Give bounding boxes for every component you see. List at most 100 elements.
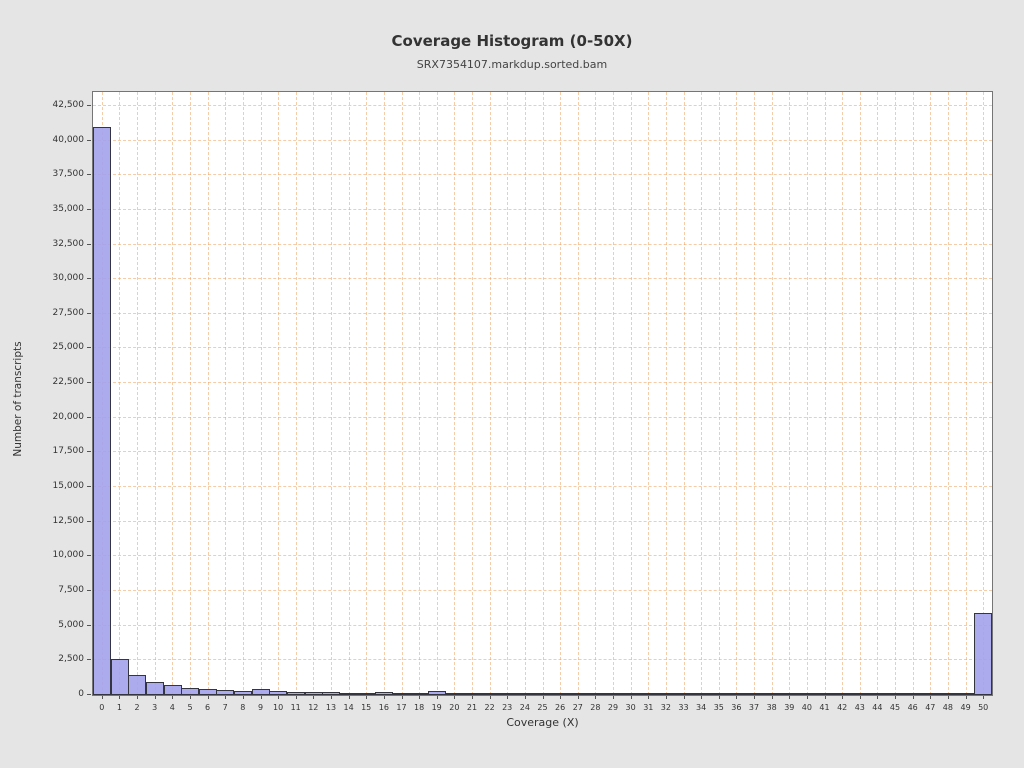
x-tick-label: 8 [240, 703, 246, 712]
x-tick-mark [172, 696, 174, 699]
gridline-vertical [489, 92, 491, 695]
x-tick-label: 43 [854, 703, 865, 712]
gridline-vertical [789, 92, 791, 695]
x-axis-label: Coverage (X) [506, 716, 579, 729]
y-tick-label: 40,000 [52, 134, 85, 145]
y-tick-mark [87, 208, 91, 210]
x-tick-label: 37 [748, 703, 760, 712]
histogram-bar [621, 692, 640, 695]
gridline-vertical [313, 92, 315, 695]
histogram-bar [604, 692, 623, 695]
y-tick-label: 15,000 [52, 481, 85, 492]
x-tick-label: 25 [537, 703, 548, 712]
x-tick-label: 22 [484, 703, 495, 712]
x-tick-mark [260, 696, 262, 699]
x-tick-mark [366, 696, 368, 699]
histogram-bar [815, 692, 834, 695]
y-tick-label: 12,500 [52, 515, 85, 526]
gridline-vertical [648, 92, 650, 695]
x-tick-mark [313, 696, 315, 699]
y-tick-mark [87, 139, 91, 141]
gridline-vertical [383, 92, 385, 695]
x-tick-mark [824, 696, 826, 699]
gridline-vertical [507, 92, 509, 695]
y-tick-label: 42,500 [52, 99, 85, 110]
x-tick-label: 24 [519, 703, 530, 712]
histogram-bar [269, 690, 288, 695]
x-tick-mark [965, 696, 967, 699]
gridline-vertical [912, 92, 914, 695]
x-tick-label: 12 [308, 703, 319, 712]
y-tick-mark [87, 312, 91, 314]
x-tick-label: 14 [343, 703, 354, 712]
x-tick-mark [595, 696, 597, 699]
gridline-vertical [295, 92, 297, 695]
histogram-bar [357, 692, 376, 695]
histogram-bar [322, 692, 341, 695]
gridline-vertical [754, 92, 755, 695]
gridline-vertical [595, 92, 597, 695]
x-tick-label: 50 [978, 703, 989, 712]
gridline-vertical [154, 92, 156, 695]
x-tick-label: 16 [378, 703, 389, 712]
y-tick-label: 0 [78, 689, 84, 699]
histogram-bar [639, 692, 658, 695]
x-tick-mark [736, 696, 738, 699]
x-tick-mark [419, 696, 421, 699]
histogram-bar [234, 690, 253, 695]
x-tick-label: 20 [449, 703, 460, 712]
x-tick-label: 13 [325, 703, 337, 712]
x-tick-label: 9 [257, 703, 264, 712]
x-tick-mark [207, 696, 209, 699]
x-tick-label: 6 [205, 703, 211, 712]
histogram-bar [375, 692, 394, 695]
x-tick-mark [806, 696, 808, 699]
histogram-bar [392, 692, 411, 695]
x-tick-label: 32 [660, 703, 671, 712]
histogram-bar [710, 692, 729, 695]
histogram-bar [445, 692, 464, 695]
gridline-vertical [842, 92, 844, 695]
x-tick-mark [436, 696, 438, 699]
x-tick-mark [190, 696, 191, 699]
histogram-bar [568, 692, 587, 695]
gridline-vertical [965, 92, 967, 695]
gridline-vertical [930, 92, 932, 695]
histogram-bar [198, 689, 217, 695]
histogram-bar [463, 692, 482, 695]
x-tick-mark [648, 696, 650, 699]
x-tick-mark [507, 696, 509, 699]
x-tick-label: 2 [134, 703, 140, 712]
x-tick-mark [278, 696, 280, 699]
y-tick-mark [87, 243, 91, 245]
x-tick-label: 3 [152, 703, 158, 712]
gridline-vertical [137, 92, 139, 695]
y-tick-label: 2,500 [58, 654, 84, 665]
x-tick-label: 27 [572, 703, 583, 712]
x-tick-mark [401, 696, 403, 699]
x-tick-label: 11 [290, 703, 301, 712]
x-tick-label: 48 [942, 703, 953, 712]
y-tick-mark [87, 486, 91, 488]
y-tick-mark [87, 382, 91, 384]
histogram-bar [692, 692, 711, 695]
y-tick-label: 27,500 [52, 307, 85, 318]
gridline-vertical [736, 92, 738, 695]
histogram-bar [886, 692, 905, 695]
histogram-bar [110, 659, 129, 695]
x-tick-mark [754, 696, 755, 699]
histogram-bar [93, 126, 112, 695]
y-tick-mark [87, 416, 91, 418]
x-tick-mark [542, 696, 544, 699]
gridline-vertical [630, 92, 632, 695]
x-tick-mark [225, 696, 227, 699]
histogram-bar [286, 691, 305, 695]
x-tick-mark [842, 696, 844, 699]
x-tick-label: 4 [169, 703, 175, 712]
y-tick-label: 37,500 [52, 169, 85, 180]
x-tick-label: 0 [99, 703, 105, 712]
x-tick-mark [331, 696, 332, 699]
gridline-vertical [701, 92, 703, 695]
histogram-bar [762, 692, 781, 695]
histogram-bar [657, 692, 676, 695]
